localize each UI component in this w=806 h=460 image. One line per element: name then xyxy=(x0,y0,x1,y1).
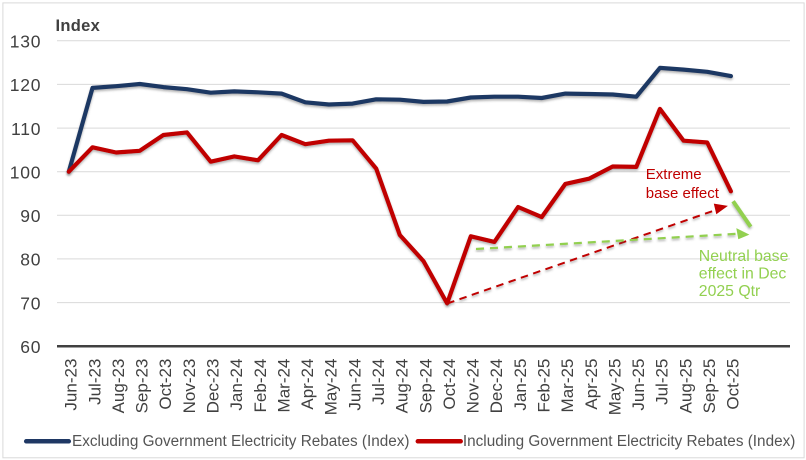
svg-text:Aug-23: Aug-23 xyxy=(109,359,128,414)
svg-text:60: 60 xyxy=(20,337,41,357)
svg-text:Dec-23: Dec-23 xyxy=(204,359,223,414)
svg-text:Jan-24: Jan-24 xyxy=(227,359,246,411)
svg-text:70: 70 xyxy=(20,293,41,313)
svg-text:Extreme: Extreme xyxy=(646,166,702,183)
svg-text:Mar-25: Mar-25 xyxy=(558,359,577,413)
svg-text:Feb-25: Feb-25 xyxy=(535,359,554,413)
svg-text:Jun-23: Jun-23 xyxy=(62,359,81,411)
svg-text:Jun-25: Jun-25 xyxy=(629,359,648,411)
svg-text:Nov-23: Nov-23 xyxy=(180,359,199,414)
svg-text:2025 Qtr: 2025 Qtr xyxy=(699,283,760,300)
svg-text:Dec-24: Dec-24 xyxy=(487,359,506,414)
svg-text:90: 90 xyxy=(20,206,41,226)
svg-text:May-24: May-24 xyxy=(322,359,341,416)
svg-text:Including Government Electrici: Including Government Electricity Rebates… xyxy=(463,433,795,450)
svg-text:80: 80 xyxy=(20,250,41,270)
svg-text:Index: Index xyxy=(56,17,101,35)
svg-text:Sep-23: Sep-23 xyxy=(133,359,152,414)
svg-text:110: 110 xyxy=(11,119,41,139)
svg-text:Mar-24: Mar-24 xyxy=(274,359,293,413)
svg-text:Feb-24: Feb-24 xyxy=(251,359,270,413)
svg-text:Apr-25: Apr-25 xyxy=(582,359,601,410)
svg-text:Sep-24: Sep-24 xyxy=(416,359,435,414)
svg-text:Apr-24: Apr-24 xyxy=(298,359,317,410)
svg-text:120: 120 xyxy=(10,75,42,95)
svg-text:Nov-24: Nov-24 xyxy=(464,359,483,414)
svg-text:Jan-25: Jan-25 xyxy=(511,359,530,411)
svg-text:Jul-23: Jul-23 xyxy=(85,359,104,405)
svg-text:Jun-24: Jun-24 xyxy=(345,359,364,411)
svg-text:Oct-25: Oct-25 xyxy=(724,359,743,410)
svg-text:May-25: May-25 xyxy=(606,359,625,416)
svg-text:Jul-24: Jul-24 xyxy=(369,359,388,405)
svg-text:Oct-23: Oct-23 xyxy=(156,359,175,410)
svg-text:100: 100 xyxy=(10,163,42,183)
svg-text:base effect: base effect xyxy=(646,185,720,202)
svg-text:Aug-24: Aug-24 xyxy=(393,359,412,414)
svg-text:Sep-25: Sep-25 xyxy=(700,359,719,414)
svg-text:Oct-24: Oct-24 xyxy=(440,359,459,410)
svg-text:130: 130 xyxy=(10,32,42,52)
svg-text:Neutral base: Neutral base xyxy=(699,248,789,265)
svg-text:Aug-25: Aug-25 xyxy=(676,359,695,414)
svg-text:Jul-25: Jul-25 xyxy=(653,359,672,405)
svg-text:Excluding Government Electrici: Excluding Government Electricity Rebates… xyxy=(72,433,410,450)
svg-text:effect in Dec: effect in Dec xyxy=(699,266,787,283)
